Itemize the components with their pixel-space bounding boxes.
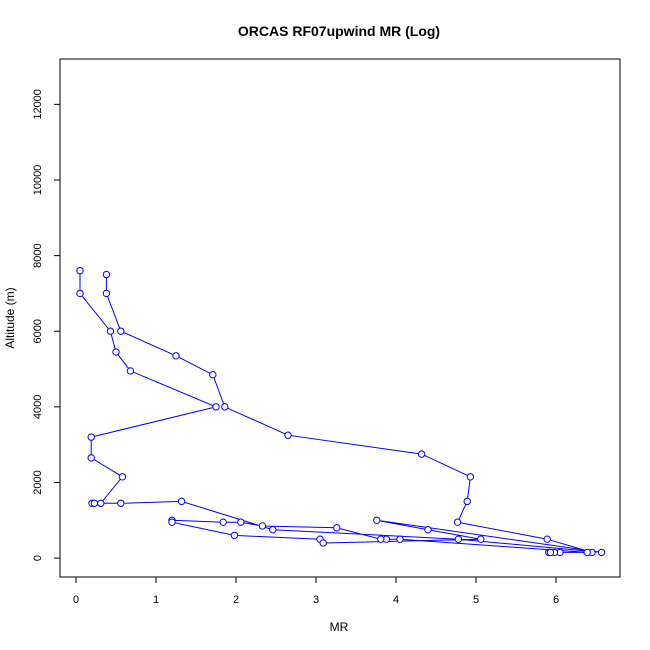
data-point	[87, 433, 95, 441]
data-point	[463, 497, 471, 506]
data-point	[583, 548, 591, 557]
x-tick-label: 1	[153, 594, 159, 606]
data-point	[237, 518, 245, 526]
data-point	[90, 499, 99, 507]
data-point	[212, 403, 220, 411]
data-point	[76, 267, 84, 275]
data-point	[319, 539, 327, 547]
data-point	[269, 526, 277, 534]
x-tick-label: 2	[233, 594, 239, 606]
data-point	[424, 526, 432, 534]
data-point	[417, 450, 426, 458]
x-tick-label: 3	[313, 594, 319, 606]
data-point	[102, 289, 111, 298]
x-axis-label: MR	[330, 620, 349, 634]
data-point	[172, 352, 180, 360]
data-point	[258, 522, 267, 530]
data-point	[126, 367, 135, 375]
data-point	[477, 535, 485, 543]
data-point	[396, 535, 404, 543]
data-point	[177, 497, 186, 506]
x-axis: 0 1 2 3 4 5 6	[73, 576, 559, 606]
data-point	[76, 289, 84, 298]
data-point	[219, 518, 227, 526]
data-point	[117, 499, 125, 507]
data-point	[112, 348, 120, 356]
data-point	[221, 403, 229, 411]
x-tick-label: 5	[473, 594, 479, 606]
plot-frame	[59, 58, 621, 578]
y-tick-label: 0	[32, 555, 44, 561]
x-tick-label: 0	[73, 594, 79, 606]
y-axis-label: Altitude (m)	[3, 287, 17, 348]
data-point	[543, 535, 551, 543]
data-point	[87, 454, 95, 462]
data-point	[333, 524, 341, 532]
data-point	[373, 516, 381, 524]
y-tick-label: 10000	[32, 165, 44, 196]
data-point	[377, 535, 385, 543]
data-point	[597, 548, 606, 557]
y-tick-label: 2000	[32, 470, 44, 494]
y-tick-label: 6000	[32, 319, 44, 343]
y-tick-label: 8000	[32, 243, 44, 267]
data-point	[118, 473, 127, 481]
data-point	[546, 548, 555, 557]
data-point	[230, 531, 239, 540]
x-tick-label: 4	[393, 594, 399, 606]
y-tick-label: 4000	[32, 395, 44, 419]
data-point	[466, 473, 475, 481]
chart-title: ORCAS RF07upwind MR (Log)	[238, 23, 440, 39]
data-point	[117, 327, 125, 335]
series-layer	[76, 267, 606, 557]
data-point	[97, 499, 105, 507]
data-point	[168, 518, 176, 526]
series-line	[79, 270, 602, 553]
y-tick-label: 12000	[32, 89, 44, 120]
data-point	[102, 270, 111, 279]
data-point	[284, 431, 292, 439]
y-axis: 0 2000 4000 6000 8000 10000 12000	[32, 89, 61, 561]
data-point	[106, 327, 115, 335]
data-point	[453, 518, 462, 526]
data-point	[454, 535, 463, 543]
data-point	[209, 371, 217, 379]
x-tick-label: 6	[553, 594, 559, 606]
